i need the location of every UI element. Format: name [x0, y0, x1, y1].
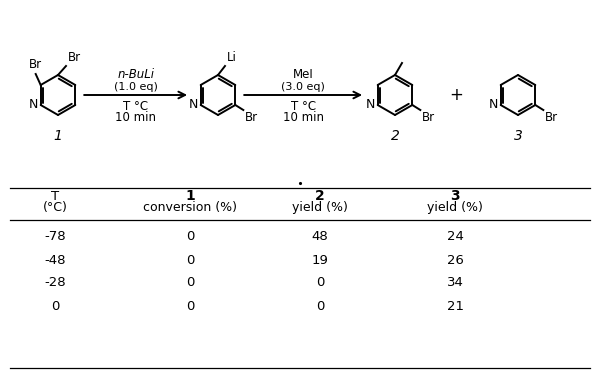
Text: 3: 3 — [450, 189, 460, 203]
Text: (1.0 eq): (1.0 eq) — [114, 82, 158, 92]
Text: 0: 0 — [316, 277, 324, 290]
Text: Br: Br — [245, 111, 259, 124]
Text: N: N — [365, 98, 374, 111]
Text: yield (%): yield (%) — [427, 201, 483, 214]
Text: 24: 24 — [446, 231, 463, 244]
Text: T: T — [51, 190, 59, 203]
Text: -48: -48 — [44, 253, 66, 266]
Text: +: + — [449, 86, 463, 104]
Text: 0: 0 — [186, 277, 194, 290]
Text: 0: 0 — [51, 299, 59, 312]
Text: N: N — [488, 98, 497, 111]
Text: MeI: MeI — [293, 68, 314, 81]
Text: 0: 0 — [316, 299, 324, 312]
Text: T °C: T °C — [290, 100, 316, 113]
Text: 1: 1 — [185, 189, 195, 203]
Text: 2: 2 — [315, 189, 325, 203]
Text: conversion (%): conversion (%) — [143, 201, 237, 214]
Text: 2: 2 — [391, 129, 400, 143]
Text: 19: 19 — [311, 253, 328, 266]
Text: (3.0 eq): (3.0 eq) — [281, 82, 325, 92]
Text: T °C: T °C — [123, 100, 148, 113]
Text: yield (%): yield (%) — [292, 201, 348, 214]
Text: 3: 3 — [514, 129, 523, 143]
Text: 0: 0 — [186, 231, 194, 244]
Text: 21: 21 — [446, 299, 464, 312]
Text: 1: 1 — [53, 129, 62, 143]
Text: 34: 34 — [446, 277, 463, 290]
Text: n-BuLi: n-BuLi — [117, 68, 154, 81]
Text: Br: Br — [29, 58, 42, 71]
Text: -28: -28 — [44, 277, 66, 290]
Text: Br: Br — [545, 111, 559, 124]
Text: Br: Br — [68, 51, 81, 64]
Text: (°C): (°C) — [43, 201, 67, 214]
Text: 10 min: 10 min — [115, 111, 156, 124]
Text: 48: 48 — [311, 231, 328, 244]
Text: Br: Br — [422, 111, 436, 124]
Text: 10 min: 10 min — [283, 111, 323, 124]
Text: 0: 0 — [186, 253, 194, 266]
Text: -78: -78 — [44, 231, 66, 244]
Text: 26: 26 — [446, 253, 463, 266]
Text: N: N — [188, 98, 197, 111]
Text: Li: Li — [227, 51, 237, 64]
Text: 0: 0 — [186, 299, 194, 312]
Text: N: N — [28, 98, 38, 111]
